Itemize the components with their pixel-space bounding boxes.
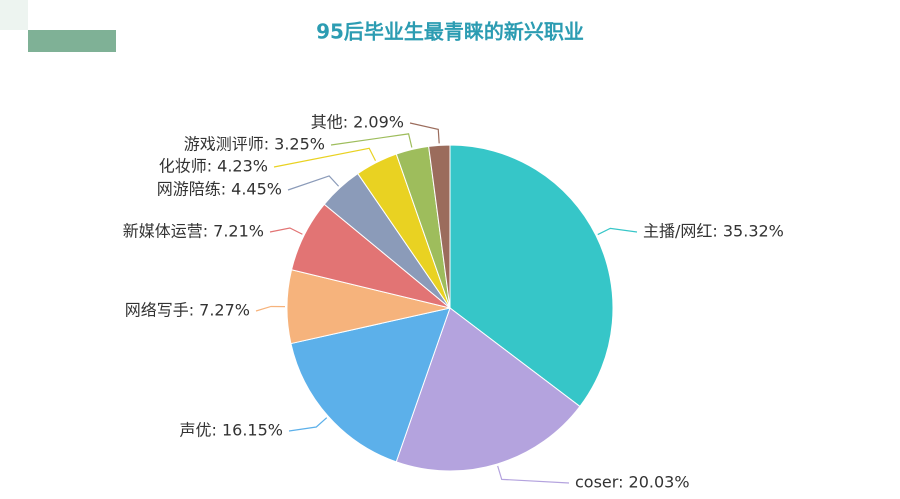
data-label: 其他: 2.09%	[311, 113, 404, 132]
pie-slice	[395, 307, 581, 472]
data-label: 声优: 16.15%	[180, 421, 284, 440]
leader-line	[288, 417, 328, 432]
pie-slice	[449, 144, 614, 408]
leader-line	[597, 227, 638, 236]
leader-line	[269, 227, 303, 235]
pie-slice	[290, 307, 451, 463]
data-label: 网游陪练: 4.45%	[157, 180, 282, 199]
data-label: coser: 20.03%	[575, 473, 690, 492]
data-label: 主播/网红: 35.32%	[643, 222, 784, 241]
leader-line	[497, 465, 570, 484]
logo-blur	[28, 30, 116, 52]
data-label: 新媒体运营: 7.21%	[123, 222, 264, 241]
logo-blur	[0, 0, 28, 30]
data-label: 游戏测评师: 3.25%	[184, 135, 325, 154]
data-label: 化妆师: 4.23%	[159, 157, 268, 176]
pie-slice	[428, 144, 451, 309]
leader-line	[287, 175, 340, 191]
leader-line	[409, 122, 440, 144]
data-label: 网络写手: 7.27%	[125, 301, 250, 320]
chart-title: 95后毕业生最青睐的新兴职业	[316, 20, 584, 44]
leader-line	[255, 305, 286, 312]
leader-line	[330, 133, 413, 148]
leader-line	[273, 147, 377, 168]
